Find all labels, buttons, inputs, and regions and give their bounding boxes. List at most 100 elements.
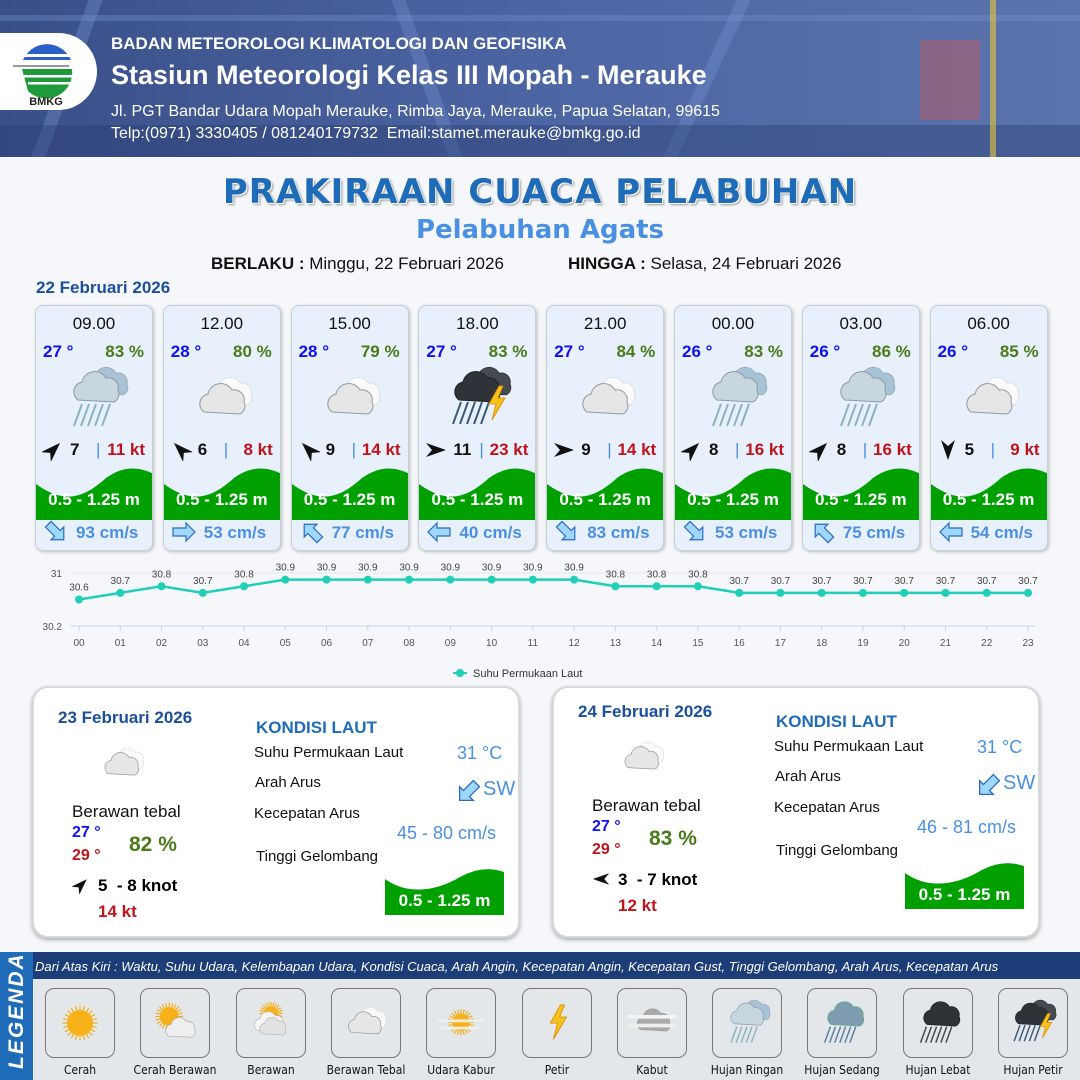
- sst-value: 31 °C: [457, 743, 503, 763]
- chart-legend[interactable]: Suhu Permukaan Laut: [453, 668, 582, 680]
- x-tick-label: 16: [734, 638, 746, 649]
- divider: |: [607, 440, 612, 459]
- data-point[interactable]: [570, 575, 579, 584]
- gust-speed: 8 kt: [243, 440, 273, 459]
- data-point[interactable]: [652, 582, 661, 591]
- legend-description: Dari Atas Kiri : Waktu, Suhu Udara, Kele…: [35, 959, 999, 974]
- data-point[interactable]: [75, 595, 83, 604]
- page-title: PRAKIRAAN CUACA PELABUHAN: [222, 172, 858, 212]
- x-tick-label: 08: [404, 638, 416, 649]
- data-point[interactable]: [487, 575, 496, 584]
- wind-speed-range: 3 - 7 knot: [618, 870, 698, 889]
- data-point[interactable]: [116, 588, 125, 597]
- data-label: 30.9: [482, 563, 502, 574]
- data-point[interactable]: [693, 582, 702, 591]
- cerah-berawan-icon: [140, 988, 211, 1058]
- berawan-tebal-icon: [567, 364, 647, 434]
- data-point[interactable]: [198, 588, 207, 597]
- petir-icon: [521, 988, 592, 1058]
- data-label: 30.9: [564, 563, 584, 574]
- data-label: 30.7: [894, 576, 914, 587]
- data-label: 30.8: [606, 569, 626, 580]
- wind-speed: 5: [964, 440, 975, 459]
- wind-direction-icon: [170, 439, 193, 463]
- humidity: 83 %: [488, 342, 528, 361]
- gust-speed: 9 kt: [1010, 440, 1040, 459]
- forecast-card: 15.00 28 ° 79 % 9 | 14 kt 0.5 - 1.25 m 7…: [290, 305, 409, 551]
- wave-icon: [905, 863, 1024, 909]
- data-point[interactable]: [240, 582, 249, 591]
- wind-speed: 8: [836, 440, 847, 459]
- wind-direction-icon: [40, 439, 64, 463]
- data-point[interactable]: [858, 588, 867, 597]
- current-speed: 77 cm/s: [331, 523, 394, 542]
- data-point[interactable]: [405, 575, 414, 584]
- gust-speed: 11 kt: [107, 440, 145, 459]
- wind-direction-icon: [298, 439, 321, 463]
- forecast-time: 03.00: [839, 314, 883, 333]
- x-tick-label: 01: [115, 638, 127, 649]
- legend-label: Suhu Permukaan Laut: [473, 668, 582, 680]
- current-direction-icon: [937, 519, 965, 545]
- data-point[interactable]: [322, 575, 331, 584]
- current-speed: 83 cm/s: [587, 523, 650, 542]
- data-label: 30.7: [771, 576, 791, 587]
- current-speed: 45 - 80 cm/s: [397, 823, 497, 843]
- data-point[interactable]: [1024, 588, 1032, 597]
- cerah-icon: [45, 988, 115, 1058]
- data-point[interactable]: [363, 575, 372, 584]
- data-point[interactable]: [982, 588, 991, 597]
- data-point[interactable]: [776, 588, 785, 597]
- data-point[interactable]: [900, 588, 909, 597]
- data-label: 30.8: [688, 569, 708, 580]
- valid-to-label: HINGGA :: [568, 254, 646, 273]
- current-speed-label: Kecepatan Arus: [254, 805, 360, 822]
- berawan-tebal-icon: [184, 364, 264, 434]
- air-temperature: 27 °: [426, 342, 457, 361]
- sst-label: Suhu Permukaan Laut: [774, 738, 924, 755]
- data-point[interactable]: [528, 575, 537, 584]
- wind-direction-icon: [937, 439, 959, 461]
- current-direction: SW: [483, 778, 516, 800]
- hujan-petir-icon: [998, 988, 1068, 1058]
- x-tick-label: 23: [1022, 638, 1034, 649]
- divider: |: [223, 440, 229, 459]
- air-temperature: 27 °: [554, 342, 585, 361]
- current-direction-icon: [553, 519, 581, 545]
- data-point[interactable]: [157, 582, 166, 591]
- humidity: 80 %: [233, 342, 272, 361]
- data-label: 30.8: [647, 569, 667, 580]
- wind-direction-icon: [71, 876, 90, 899]
- x-tick-label: 06: [321, 638, 333, 649]
- data-point[interactable]: [281, 575, 290, 584]
- daily-panel: 23 Februari 2026 Berawan tebal 27 ° 29 °…: [32, 686, 520, 938]
- data-label: 30.9: [317, 563, 337, 574]
- data-point[interactable]: [611, 582, 620, 591]
- current-speed: 46 - 81 cm/s: [917, 817, 1017, 837]
- wave-icon: [291, 468, 408, 520]
- current-speed: 53 cm/s: [715, 523, 778, 542]
- x-tick-label: 13: [610, 638, 622, 649]
- sst-label: Suhu Permukaan Laut: [254, 744, 404, 761]
- current-direction-icon: [974, 772, 1002, 800]
- x-tick-label: 00: [73, 638, 85, 649]
- wave-height: 0.5 - 1.25 m: [942, 490, 1035, 509]
- berawan-tebal-icon: [951, 364, 1031, 434]
- hujan-sedang-icon: [807, 988, 878, 1058]
- data-point[interactable]: [817, 588, 826, 597]
- data-label: 30.7: [812, 576, 832, 587]
- data-point[interactable]: [941, 588, 950, 597]
- weather-condition: Berawan tebal: [592, 796, 701, 815]
- wave-icon: [163, 468, 280, 520]
- gust-speed: 14 kt: [361, 440, 401, 459]
- data-label: 30.7: [977, 576, 997, 587]
- data-point[interactable]: [446, 575, 455, 584]
- wave-height: 0.5 - 1.25 m: [918, 885, 1011, 904]
- wave-icon: [547, 468, 664, 520]
- current-speed: 75 cm/s: [842, 523, 906, 542]
- data-point[interactable]: [735, 588, 744, 597]
- forecast-card: 09.00 27 ° 83 % 7 | 11 kt 0.5 - 1.25 m 9…: [35, 305, 153, 551]
- x-tick-label: 10: [486, 638, 498, 649]
- legend-item-label: Berawan Tebal: [326, 1063, 406, 1077]
- x-tick-label: 09: [445, 638, 457, 649]
